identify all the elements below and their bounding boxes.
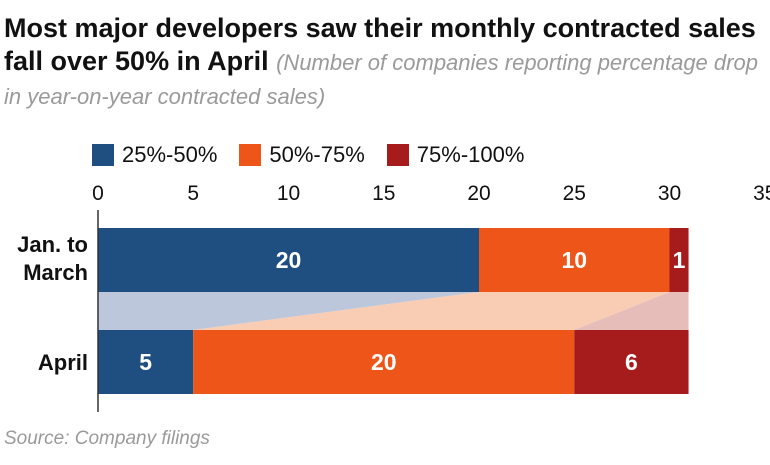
chart-title-block: Most major developers saw their monthly … — [4, 12, 766, 113]
connector-band-2 — [193, 292, 670, 330]
legend-label-75-100: 75%-100% — [416, 142, 525, 167]
x-tick-label-35: 35 — [753, 182, 770, 205]
bar-jan-march-seg-2 — [479, 228, 670, 292]
legend-item-25-50: 25%-50% — [92, 142, 217, 168]
bar-jan-march-seg-1 — [98, 228, 479, 292]
x-tick-label-25: 25 — [563, 182, 586, 205]
legend-swatch-75-100 — [386, 144, 409, 166]
category-label-april: April — [38, 350, 88, 375]
x-tick-label-30: 30 — [658, 182, 681, 205]
data-label-april-2: 20 — [371, 349, 397, 375]
connector-band-1 — [98, 292, 479, 330]
x-tick-label-20: 20 — [467, 182, 490, 205]
x-tick-label-5: 5 — [187, 182, 199, 205]
legend-label-25-50: 25%-50% — [122, 142, 218, 167]
legend-item-75-100: 75%-100% — [386, 142, 525, 168]
x-tick-label-15: 15 — [372, 182, 395, 205]
category-label-jan-march-line1: Jan. to — [17, 232, 88, 257]
connector-band-3 — [574, 292, 689, 330]
data-label-april-3: 6 — [625, 349, 638, 375]
bar-april-seg-1 — [98, 330, 194, 394]
data-label-jan-march-1: 20 — [276, 247, 302, 273]
data-label-jan-march-2: 10 — [561, 247, 587, 273]
legend-swatch-50-75 — [239, 144, 262, 166]
category-label-jan-march: Jan. to March — [17, 232, 88, 285]
data-label-jan-march-3: 1 — [673, 247, 686, 273]
chart-title: Most major developers saw their monthly … — [4, 13, 756, 76]
legend-label-50-75: 50%-75% — [269, 142, 365, 167]
legend-item-50-75: 50%-75% — [239, 142, 365, 168]
source-note: Source: Company filings — [4, 428, 210, 449]
chart-subtitle: (Number of companies reporting percentag… — [4, 50, 758, 109]
legend-swatch-25-50 — [92, 144, 114, 166]
x-tick-label-0: 0 — [92, 182, 104, 205]
category-label-jan-march-line2: March — [23, 260, 88, 285]
x-tick-label-10: 10 — [277, 182, 300, 205]
legend: 25%-50% 50%-75% 75%-100% — [92, 140, 546, 170]
bar-april-seg-3 — [574, 330, 689, 394]
bar-jan-march-seg-3 — [669, 228, 689, 292]
data-label-april-1: 5 — [139, 349, 152, 375]
bar-april-seg-2 — [193, 330, 575, 394]
